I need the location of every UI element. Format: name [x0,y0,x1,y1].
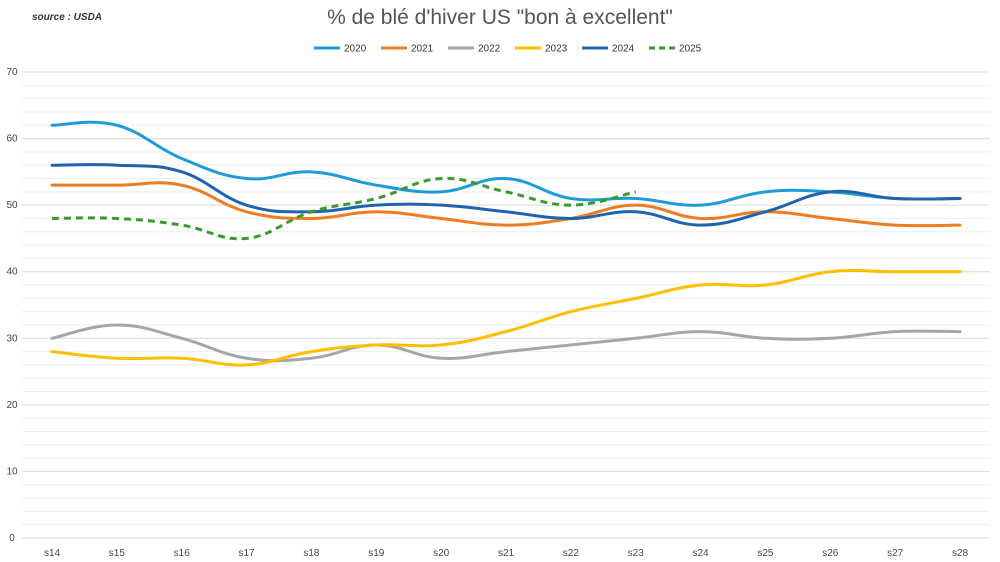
x-tick-label: s19 [368,548,385,559]
x-tick-label: s21 [498,548,515,559]
series-line-2025 [51,176,637,241]
y-tick-label: 50 [6,200,18,211]
source-label: source : USDA [32,12,103,23]
y-tick-label: 20 [6,400,18,411]
y-tick-label: 10 [6,466,18,477]
series-line-2024 [50,163,962,227]
x-tick-label: s28 [952,548,969,559]
x-tick-label: s26 [822,548,839,559]
series-lines [50,120,962,367]
chart-title: % de blé d'hiver US "bon à excellent" [327,6,673,29]
legend-label-2022: 2022 [478,44,501,55]
x-tick-label: s25 [757,548,774,559]
legend: 2020 2021 2022 2023 2024 2025 [314,44,702,55]
y-tick-label: 40 [6,267,18,278]
x-tick-label: s17 [239,548,256,559]
x-tick-label: s24 [693,548,710,559]
y-tick-label: 0 [9,533,15,544]
legend-label-2024: 2024 [612,44,635,55]
gridlines [22,71,990,539]
series-line-2021 [50,181,962,228]
y-tick-label: 70 [6,67,18,78]
x-tick-label: s15 [109,548,126,559]
x-tick-label: s22 [563,548,580,559]
legend-label-2025: 2025 [679,44,702,55]
x-tick-label: s14 [44,548,61,559]
y-tick-label: 30 [6,333,18,344]
series-line-2022 [50,323,962,363]
x-tick-label: s23 [628,548,645,559]
legend-label-2020: 2020 [344,44,367,55]
legend-label-2021: 2021 [411,44,434,55]
series-line-2020 [50,120,962,207]
axes: 0 10 20 30 40 50 60 70 s14 s15 s16 s17 s18 s19 s20 s21 s… [6,67,968,559]
y-tick-label: 60 [6,134,18,145]
series-line-2023 [50,269,962,367]
x-tick-label: s16 [174,548,191,559]
x-tick-label: s27 [887,548,904,559]
legend-label-2023: 2023 [545,44,568,55]
x-tick-label: s20 [433,548,450,559]
x-tick-label: s18 [303,548,320,559]
